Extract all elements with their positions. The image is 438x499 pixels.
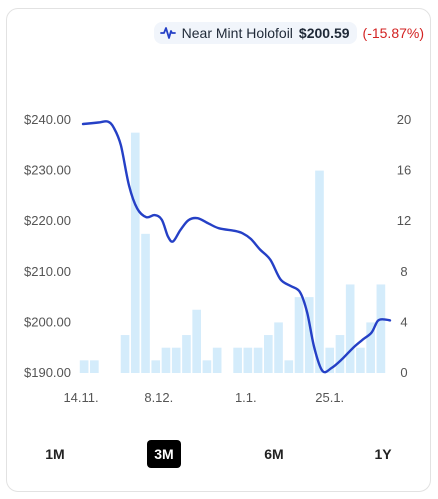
volume-bar <box>376 284 386 373</box>
volume-bar <box>243 347 253 373</box>
left-axis-tick-label: $200.00 <box>24 314 71 329</box>
volume-bar <box>151 360 161 373</box>
left-axis-tick-label: $190.00 <box>24 365 71 380</box>
series-name: Near Mint Holofoil <box>181 25 293 41</box>
range-button-1y[interactable]: 1Y <box>374 446 392 462</box>
right-axis-tick-label: 0 <box>400 365 407 380</box>
price-volume-chart: $190.00 $200.00 $210.00 $220.00 $230.00 $240.… <box>24 112 411 405</box>
range-button-6m[interactable]: 6M <box>264 446 284 462</box>
series-legend-item[interactable]: Near Mint Holofoil $200.59 <box>153 22 357 44</box>
price-line <box>81 120 392 374</box>
volume-bar <box>335 335 345 373</box>
volume-bar <box>315 170 324 373</box>
volume-bar <box>171 347 181 373</box>
volume-bar <box>294 297 304 373</box>
volume-bar <box>233 347 242 373</box>
price-change: (-15.87%) <box>362 25 424 41</box>
volume-bar <box>90 360 99 373</box>
right-axis-tick-label: 4 <box>400 314 407 329</box>
x-axis-tick-label: 25.1. <box>315 390 344 405</box>
volume-bar <box>345 284 355 373</box>
volume-bar <box>212 347 222 373</box>
range-button-1m[interactable]: 1M <box>45 446 65 462</box>
volume-bar <box>325 347 335 373</box>
right-axis-tick-label: 12 <box>397 213 411 228</box>
volume-bar <box>274 322 283 373</box>
volume-bar <box>356 347 365 373</box>
x-axis-tick-label: 14.11. <box>63 390 98 405</box>
range-button-3m[interactable]: 3M <box>147 440 181 468</box>
volume-bar <box>202 360 212 373</box>
volume-bar <box>253 347 263 373</box>
pulse-icon <box>159 26 176 40</box>
right-axis-tick-label: 8 <box>400 264 407 279</box>
time-range-selector: 1M 3M 6M 1Y <box>0 440 438 470</box>
left-axis-tick-label: $230.00 <box>24 163 71 178</box>
left-axis-tick-label: $240.00 <box>24 112 71 127</box>
x-axis-tick-label: 8.12. <box>144 390 173 405</box>
volume-bar <box>304 297 314 373</box>
volume-bar <box>161 347 171 373</box>
legend-bar: Near Mint Holofoil $200.59 (-15.87%) <box>153 22 424 44</box>
right-axis-tick-label: 20 <box>397 112 411 127</box>
volume-bar <box>120 335 130 373</box>
volume-bar <box>192 309 201 373</box>
volume-bar <box>366 322 375 373</box>
volume-bar <box>79 360 89 373</box>
volume-bar <box>264 335 273 373</box>
volume-bar <box>130 132 140 373</box>
volume-bar <box>182 335 191 373</box>
left-axis-tick-label: $210.00 <box>24 264 71 279</box>
volume-bar <box>284 360 294 373</box>
current-price: $200.59 <box>298 25 350 41</box>
x-axis-tick-label: 1.1. <box>235 390 257 405</box>
left-axis-tick-label: $220.00 <box>24 213 71 228</box>
right-axis-tick-label: 16 <box>397 163 411 178</box>
chart-card <box>6 8 431 492</box>
volume-bar <box>141 233 150 373</box>
